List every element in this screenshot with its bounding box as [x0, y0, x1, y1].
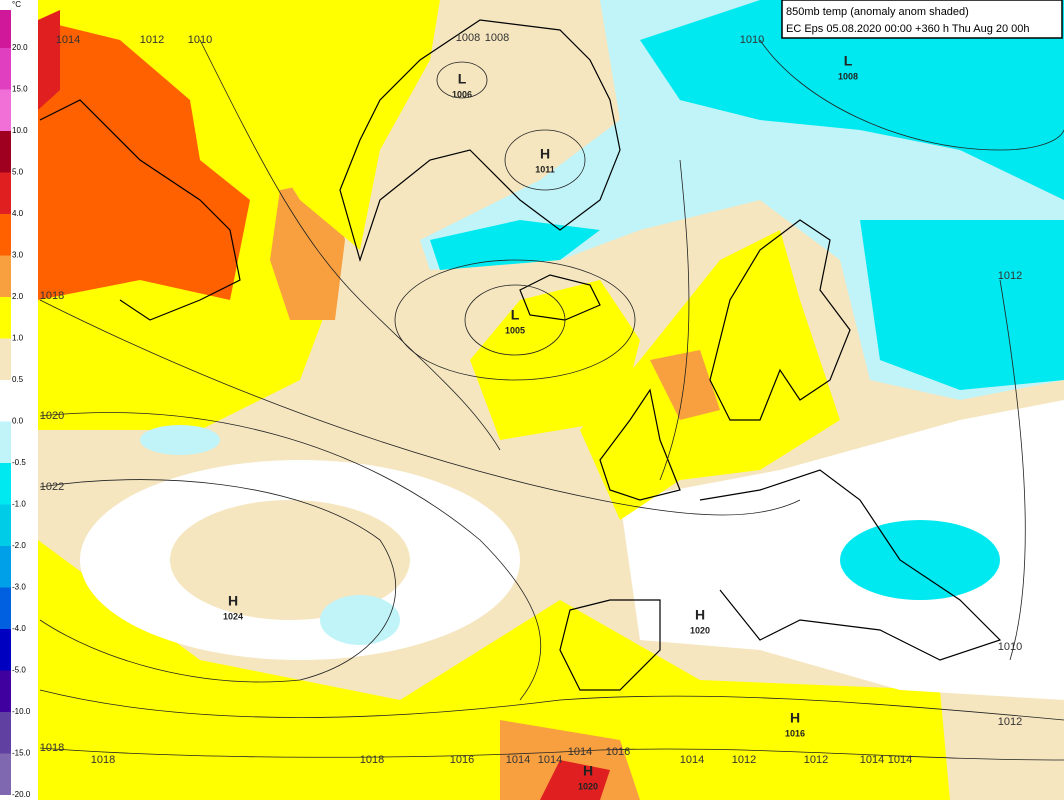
- isobar-label: 1020: [40, 410, 64, 422]
- center-value: 1006: [452, 89, 472, 99]
- isobar-label: 1014: [888, 754, 912, 766]
- colorbar-label: -4.0: [12, 624, 26, 633]
- isobar-label: 1022: [40, 481, 64, 493]
- colorbar-label: 0.0: [12, 417, 24, 426]
- isobar-label: 1012: [140, 34, 164, 46]
- center-letter: L: [511, 307, 520, 323]
- center-letter: L: [458, 71, 467, 87]
- center-letter: H: [228, 593, 238, 609]
- isobar-label: 1018: [360, 754, 384, 766]
- center-value: 1020: [578, 781, 598, 791]
- map-labels: 1014 1012 1010 1008 1008 1010 1018 1020 1022 1018…: [40, 32, 1022, 791]
- colorbar-segment: [0, 753, 11, 795]
- isobar-label: 1010: [740, 34, 764, 46]
- colorbar-segment: [0, 546, 11, 588]
- center-letter: L: [844, 53, 853, 69]
- colorbar-label: 10.0: [12, 126, 28, 135]
- colorbar-segment: [0, 255, 11, 297]
- anomaly-shading: [38, 0, 1064, 800]
- center-value: 1005: [505, 325, 525, 335]
- center-value: 1011: [535, 164, 555, 174]
- colorbar-label: 5.0: [12, 168, 24, 177]
- header-line: EC Eps 05.08.2020 00:00 +360 h Thu Aug 2…: [786, 23, 1030, 35]
- colorbar-segment: [0, 504, 11, 546]
- isobar-label: 1014: [56, 34, 80, 46]
- isobar-label: 1012: [998, 270, 1022, 282]
- colorbar-segment: [0, 10, 11, 48]
- colorbar-label: 0.5: [12, 375, 24, 384]
- center-letter: H: [540, 146, 550, 162]
- isobar-label: 1014: [506, 754, 530, 766]
- isobar-label: 1014: [568, 746, 592, 758]
- colorbar-segment: [0, 670, 11, 712]
- isobar-label: 1012: [732, 754, 756, 766]
- colorbar-segment: [0, 172, 11, 214]
- colorbar-label: 3.0: [12, 251, 24, 260]
- coastlines: [39, 19, 1002, 691]
- center-value: 1024: [223, 611, 243, 621]
- colorbar-label: -5.0: [12, 666, 26, 675]
- colorbar-segment: [0, 421, 11, 463]
- center-letter: H: [583, 763, 593, 779]
- colorbar-segment: [0, 712, 11, 754]
- center-value: 1008: [838, 71, 858, 81]
- isobar-label: 1016: [606, 746, 630, 758]
- colorbar-label: -2.0: [12, 541, 26, 550]
- colorbar-segment: [0, 380, 11, 422]
- colorbar-label: 4.0: [12, 209, 24, 218]
- isobar-label: 1012: [998, 716, 1022, 728]
- colorbar-label: -1.0: [12, 500, 26, 509]
- isobar-label: 1012: [804, 754, 828, 766]
- colorbar-label: 15.0: [12, 85, 28, 94]
- center-value: 1016: [785, 728, 805, 738]
- colorbar-label: 1.0: [12, 334, 24, 343]
- colorbar: °C 20.0 15.0 10.0 5.0 4.0 3.0 2.0 1.0 0.5 0.0 -0.5 -…: [0, 0, 31, 799]
- colorbar-label: -0.5: [12, 458, 26, 467]
- header-box: [781, 0, 1063, 39]
- colorbar-label: 20.0: [12, 43, 28, 52]
- isobar-label: 1018: [40, 290, 64, 302]
- colorbar-segment: [0, 48, 11, 90]
- header-line: 850mb temp (anomaly anom shaded): [786, 6, 969, 18]
- colorbar-label: 2.0: [12, 292, 24, 301]
- isobars: [39, 39, 1064, 761]
- colorbar-segment: [0, 587, 11, 629]
- colorbar-label: -10.0: [12, 707, 31, 716]
- colorbar-segment: [0, 297, 11, 339]
- colorbar-label: -3.0: [12, 583, 26, 592]
- isobar-label: 1010: [998, 641, 1022, 653]
- colorbar-unit: °C: [12, 0, 21, 9]
- colorbar-label: -15.0: [12, 749, 31, 758]
- isobar-label: 1018: [40, 742, 64, 754]
- colorbar-segment: [0, 131, 11, 173]
- colorbar-label: -20.0: [12, 790, 31, 799]
- isobar-label: 1016: [450, 754, 474, 766]
- colorbar-segment: [0, 463, 11, 505]
- colorbar-segment: [0, 214, 11, 256]
- isobar-label: 1018: [91, 754, 115, 766]
- isobar-label: 1008: [456, 32, 480, 44]
- center-letter: H: [695, 607, 705, 623]
- isobar-label: 1008: [485, 32, 509, 44]
- isobar-label: 1014: [860, 754, 884, 766]
- isobar-label: 1014: [680, 754, 704, 766]
- colorbar-segment: [0, 629, 11, 671]
- isobar-label: 1010: [188, 34, 212, 46]
- isobar-label: 1014: [538, 754, 562, 766]
- colorbar-segment: [0, 89, 11, 131]
- center-letter: H: [790, 710, 800, 726]
- colorbar-segment: [0, 338, 11, 380]
- center-value: 1020: [690, 625, 710, 635]
